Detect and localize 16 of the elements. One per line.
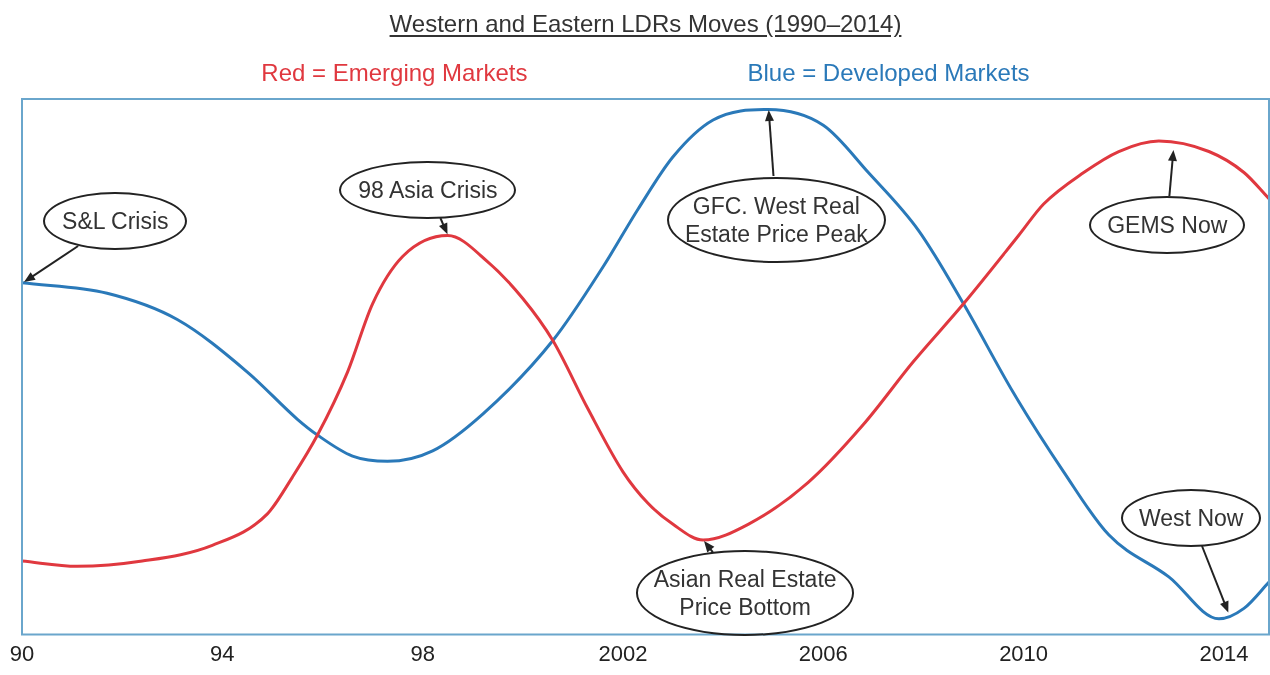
series-label: Blue = Developed Markets — [747, 59, 1030, 87]
x-tick-label: 98 — [410, 640, 435, 666]
annotation: Asian Real Estate Price Bottom — [652, 565, 838, 622]
chart-title: Western and Eastern LDRs Moves (1990–2014) — [389, 10, 902, 37]
annotation: 98 Asia Crisis — [357, 175, 499, 204]
x-tick-label: 2006 — [798, 640, 848, 666]
text: Red = Emerging Markets — [261, 59, 528, 87]
annotation: GEMS Now — [1106, 211, 1229, 240]
x-tick-label: 2010 — [999, 640, 1049, 666]
annotation: GFC. West Real Estate Price Peak — [683, 191, 869, 248]
x-tick-label: 90 — [9, 640, 35, 666]
annotation: S&L Crisis — [61, 206, 170, 235]
annotation: West Now — [1138, 503, 1245, 532]
x-tick-label: 2002 — [598, 640, 648, 666]
x-tick-label: 94 — [210, 640, 235, 666]
x-tick-label: 2014 — [1199, 640, 1249, 666]
